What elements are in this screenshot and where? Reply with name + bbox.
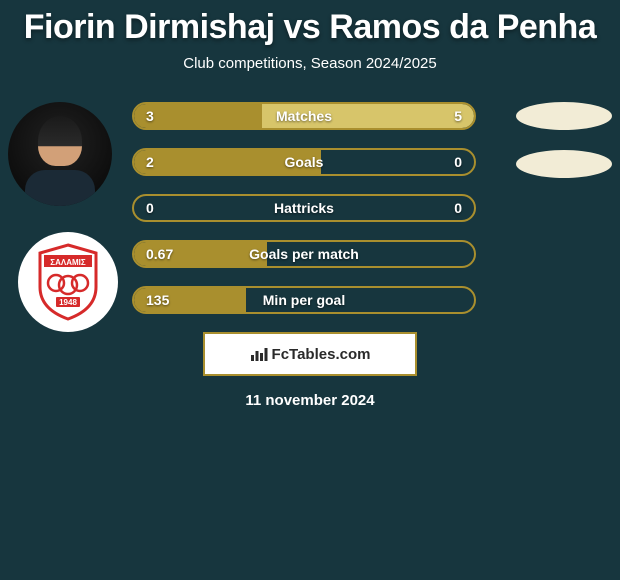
stat-row: 135 Min per goal [132,286,600,316]
svg-text:1948: 1948 [59,298,77,307]
comparison-subtitle: Club competitions, Season 2024/2025 [0,55,620,72]
stat-value-left: 135 [146,292,169,308]
stat-value-left: 0 [146,200,154,216]
club-crest-svg: ΣΑΛΑΜΙΣ 1948 [34,243,102,321]
accent-oval-1 [516,102,612,130]
stat-label: Matches [276,108,332,124]
comparison-title: Fiorin Dirmishaj vs Ramos da Penha [0,0,620,47]
stat-bar: 135 Min per goal [132,286,476,314]
stat-value-left: 2 [146,154,154,170]
stat-value-right: 0 [454,154,462,170]
source-badge: FcTables.com [203,332,417,376]
player-avatar [8,102,112,206]
stat-value-right: 0 [454,200,462,216]
stat-bar: 3 5 Matches [132,102,476,130]
accent-oval-2 [516,150,612,178]
content-area: ΣΑΛΑΜΙΣ 1948 3 5 Matches 2 0 Goals 0 0 Hattricks… [0,102,620,316]
source-badge-text: FcTables.com [272,346,371,363]
stat-label: Hattricks [274,200,334,216]
stat-value-left: 0.67 [146,246,173,262]
stat-row: 0 0 Hattricks [132,194,600,224]
stat-bar: 2 0 Goals [132,148,476,176]
stat-bar: 0.67 Goals per match [132,240,476,268]
comparison-date: 11 november 2024 [0,392,620,409]
stat-label: Goals per match [249,246,359,262]
stat-bar: 0 0 Hattricks [132,194,476,222]
stat-row: 0.67 Goals per match [132,240,600,270]
chart-icon [250,346,268,362]
stat-value-right: 5 [454,108,462,124]
svg-text:ΣΑΛΑΜΙΣ: ΣΑΛΑΜΙΣ [50,258,86,267]
stat-value-left: 3 [146,108,154,124]
club-crest: ΣΑΛΑΜΙΣ 1948 [18,232,118,332]
stat-label: Goals [285,154,324,170]
stat-label: Min per goal [263,292,345,308]
stats-bars: 3 5 Matches 2 0 Goals 0 0 Hattricks 0.67 Goals per… [132,102,600,316]
